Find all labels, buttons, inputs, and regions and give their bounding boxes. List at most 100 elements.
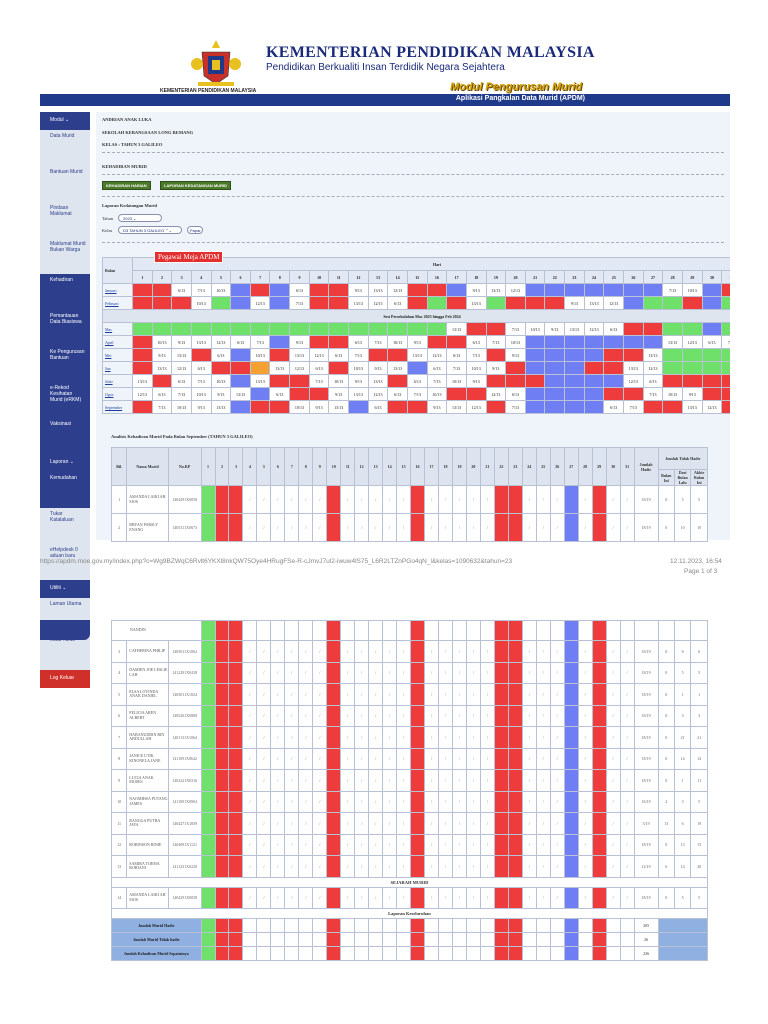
day-cell: / [396, 661, 412, 684]
day-cell [228, 640, 244, 663]
sidebar-item-tukar-katalaluan[interactable]: Tukar Katalaluan [40, 508, 90, 544]
sidebar-item-kemudahan[interactable]: Kemudahan [50, 475, 77, 481]
day-cell [228, 790, 244, 813]
day-cell: / [396, 513, 412, 542]
day-cell: / [424, 886, 439, 909]
sidebar-item-kehadiran[interactable]: Kehadiran [50, 277, 73, 283]
day-cell [214, 855, 230, 878]
day-cell: / [535, 833, 551, 856]
year-select[interactable]: 2023 ⌄ [118, 214, 162, 222]
calendar-day [249, 322, 271, 336]
school-name: SEKOLAH KEBANGSAAN LONG REMANG [102, 130, 194, 135]
day-cell: / [479, 790, 495, 813]
tidak-hadir-akhir-bulan: 5 [690, 886, 708, 909]
student-name: ANDRIAN ANAK LUKA [102, 117, 152, 122]
month-link-mac[interactable]: Mac [102, 322, 133, 336]
sidebar-item-bantuan-murid[interactable]: Bantuan Murid [40, 166, 90, 202]
day-cell: / [284, 661, 300, 684]
day-cell [326, 747, 342, 770]
day-cell: / [368, 855, 384, 878]
calendar-day [701, 322, 723, 336]
day-cell [214, 769, 230, 792]
sidebar-item-laporan[interactable]: Laporan ⌄ [40, 454, 90, 472]
calendar-day: 7/13 [151, 400, 173, 414]
calendar-day [308, 335, 330, 349]
day-cell [507, 726, 523, 749]
month-link-jun[interactable]: Jun [102, 361, 133, 375]
papar-button[interactable]: Papar [187, 226, 203, 234]
day-cell: / [479, 683, 495, 706]
day-number: 6 [230, 270, 251, 284]
day-header: Hari [132, 257, 730, 271]
day-cell: / [242, 704, 258, 727]
day-number: 31 [619, 447, 635, 486]
day-number: 16 [426, 270, 448, 284]
sidebar-item-pemantauan-data-biasiswa[interactable]: Pemantauan Data Biasiswa [50, 313, 82, 325]
calendar-day [623, 322, 644, 336]
total-day-cell [368, 918, 384, 933]
day-cell: / [270, 640, 286, 663]
day-cell: / [270, 661, 286, 684]
class-select[interactable]: D3 TAHUN 3 GALILEO ⌃⌄ [118, 226, 182, 234]
sidebar-item-utiliti[interactable]: Utiliti ⌄ [40, 580, 90, 598]
day-number: 25 [603, 270, 625, 284]
calendar-day [406, 296, 428, 310]
calendar-day [308, 296, 330, 310]
day-cell [410, 620, 426, 641]
day-cell: / [451, 513, 467, 542]
month-link-februari[interactable]: Februari [102, 296, 133, 310]
header-akhir-bulan: Akhir Bulan Ini [690, 469, 708, 486]
total-value: 205 [633, 918, 659, 933]
month-link-mei[interactable]: Mei [102, 348, 133, 362]
day-cell [410, 726, 426, 749]
calendar-day [230, 361, 251, 375]
attendance-report-button[interactable]: LAPORAN KEDATANGAN MURID [160, 181, 231, 190]
calendar-day: 7/13 [446, 361, 467, 375]
month-link-september[interactable]: September [102, 400, 133, 414]
sidebar-item-log-keluar[interactable]: Log Keluar [40, 670, 90, 688]
day-cell: / [242, 833, 258, 856]
total-day-cell [270, 932, 286, 947]
sidebar-item-vaksinasi[interactable]: Vaksinasi [50, 421, 72, 427]
day-cell: / [368, 812, 384, 835]
day-cell [493, 704, 509, 727]
month-link-julai[interactable]: Julai [102, 374, 133, 388]
day-cell: / [479, 704, 495, 727]
month-link-april[interactable]: April [102, 335, 133, 349]
day-cell [493, 620, 509, 641]
day-cell: / [521, 726, 537, 749]
day-cell: / [354, 513, 370, 542]
daily-attendance-button[interactable]: KEHADIRAN HARIAN [102, 181, 151, 190]
calendar-day: 12/13 [642, 361, 664, 375]
sidebar-item-e-rekod-kesihatan-murid-erkm[interactable]: e-Rekod Kesihatan Murid (eRKM) [50, 385, 82, 403]
sidebar-item-data-murid[interactable]: Data Murid [40, 130, 90, 166]
calendar-day [642, 400, 664, 414]
calendar-day: 13/13 [348, 296, 369, 310]
calendar-day [681, 374, 703, 388]
calendar-day [623, 296, 644, 310]
sidebar-item-ehelpdesk-0-aduan-baru[interactable]: eHelpdesk 0 aduan baru [40, 544, 90, 580]
sidebar-item-modul[interactable]: Modul ⌄ [40, 112, 90, 130]
day-cell: / [382, 790, 398, 813]
calendar-day: 12/13 [132, 387, 153, 401]
calendar-day: 9/13 [544, 322, 566, 336]
calendar-day: 13/13 [446, 400, 467, 414]
sidebar-item-ke-pengurusan-bantuan[interactable]: Ke Pengurusan Bantuan [50, 349, 85, 361]
year-value: 2023 [123, 216, 132, 221]
day-cell [284, 620, 300, 641]
day-cell: / [284, 812, 300, 835]
day-cell: / [521, 640, 537, 663]
sidebar-item-muat-turun[interactable]: Muat Turun [40, 634, 90, 670]
month-link-ogos[interactable]: Ogos [102, 387, 133, 401]
day-cell [228, 513, 244, 542]
month-link-januari[interactable]: Januari [102, 283, 133, 297]
calendar-day: 7/13 [465, 348, 487, 362]
calendar-day [564, 283, 585, 297]
sidebar-item-pindaan-maklumat[interactable]: Pindaan Maklumat [40, 202, 90, 238]
total-day-cell [577, 946, 593, 961]
total-day-cell [242, 946, 258, 961]
day-cell: / [438, 790, 453, 813]
sidebar-item-maklumat-murid-bukan-warga[interactable]: Maklumat Murid Bukan Warga [40, 238, 90, 274]
student-name: NAOMIHSA PUTANG JAMES [126, 790, 169, 813]
day-cell [326, 683, 342, 706]
